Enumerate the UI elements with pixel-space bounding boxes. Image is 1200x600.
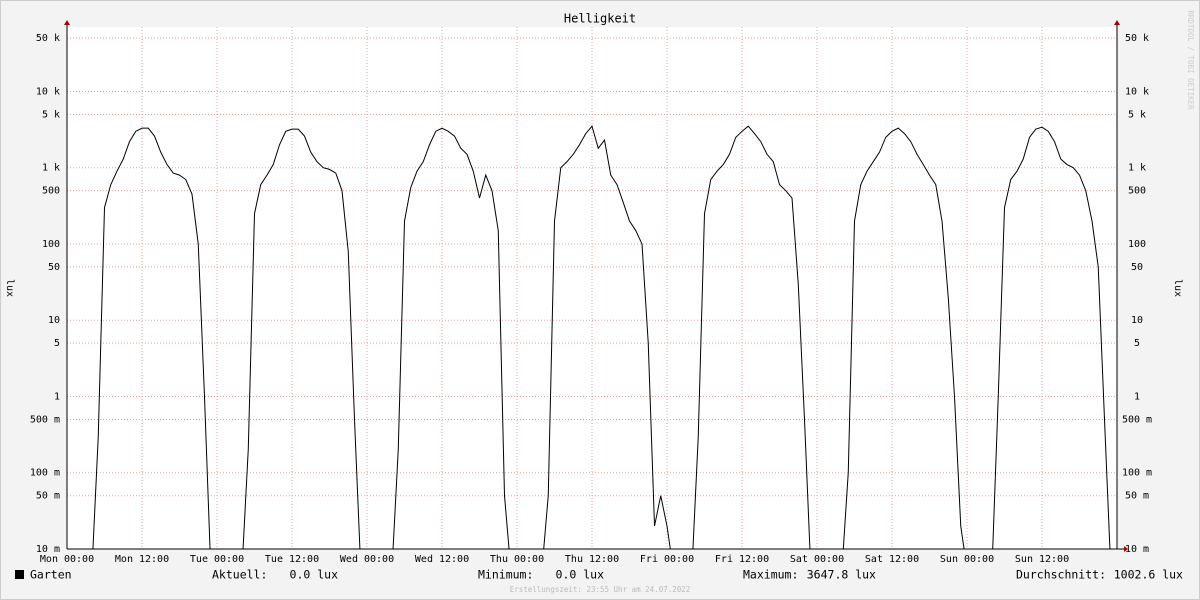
axes bbox=[64, 20, 1128, 552]
x-tick-label: Tue 12:00 bbox=[265, 554, 319, 565]
legend: Garten Aktuell: 0.0 lux Minimum: 0.0 lux Maxi… bbox=[15, 568, 1183, 582]
y2-tick-label: 5 bbox=[1134, 338, 1140, 349]
arrow bbox=[1124, 546, 1128, 552]
arrow bbox=[64, 20, 70, 25]
y2-tick-label: 500 m bbox=[1122, 414, 1152, 425]
x-tick-label: Thu 00:00 bbox=[490, 554, 544, 565]
chart-title: Helligkeit bbox=[564, 12, 636, 26]
x-tick-label: Tue 00:00 bbox=[190, 554, 244, 565]
stat-label: Aktuell: bbox=[212, 568, 267, 582]
y2-axis-label: lux bbox=[1172, 279, 1183, 297]
stat-value: 0.0 lux bbox=[556, 568, 605, 582]
x-tick-label: Mon 00:00 bbox=[40, 554, 94, 565]
y2-tick-label: 5 k bbox=[1128, 109, 1146, 120]
y-tick-label: 500 bbox=[42, 186, 60, 197]
y2-tick-label: 10 k bbox=[1125, 86, 1149, 97]
y-tick-label: 5 bbox=[54, 338, 60, 349]
x-tick-label: Wed 12:00 bbox=[415, 554, 469, 565]
y2-tick-label: 100 bbox=[1128, 239, 1146, 250]
x-tick-label: Mon 12:00 bbox=[115, 554, 169, 565]
x-tick-label: Fri 12:00 bbox=[715, 554, 769, 565]
y2-tick-label: 10 m bbox=[1125, 544, 1149, 555]
y-tick-label: 5 k bbox=[42, 109, 60, 120]
legend-swatch bbox=[15, 570, 24, 579]
y-tick-label: 10 m bbox=[36, 544, 60, 555]
watermark: RRDTOOL / TOBI OETIKER bbox=[1186, 10, 1195, 110]
y2-tick-label: 50 k bbox=[1125, 33, 1149, 44]
y2-tick-label: 50 bbox=[1131, 262, 1143, 273]
x-tick-label: Sat 12:00 bbox=[865, 554, 919, 565]
x-tick-label: Sat 00:00 bbox=[790, 554, 844, 565]
y-tick-label: 100 bbox=[42, 239, 60, 250]
stat-value: 3647.8 lux bbox=[807, 568, 876, 582]
arrow bbox=[1114, 20, 1120, 25]
grid: 10 m 10 m 50 m 50 m 100 m 100 m 500 m 500 m 1 1 5 5… bbox=[30, 27, 1152, 565]
stat-value: 0.0 lux bbox=[290, 568, 339, 582]
stat-label: Minimum: bbox=[478, 568, 533, 582]
y2-tick-label: 100 m bbox=[1122, 468, 1152, 479]
y-tick-label: 50 m bbox=[36, 491, 60, 502]
y-tick-label: 10 bbox=[48, 315, 60, 326]
legend-label: Garten bbox=[30, 568, 72, 582]
x-tick-label: Thu 12:00 bbox=[565, 554, 619, 565]
y-tick-label: 1 bbox=[54, 391, 60, 402]
y2-tick-label: 10 bbox=[1131, 315, 1143, 326]
y-tick-label: 100 m bbox=[30, 468, 60, 479]
stat-label: Maximum: bbox=[743, 568, 798, 582]
y2-tick-label: 500 bbox=[1128, 186, 1146, 197]
stat-label: Durchschnitt: bbox=[1016, 568, 1106, 582]
x-tick-label: Sun 00:00 bbox=[940, 554, 994, 565]
y-axis-label: lux bbox=[4, 279, 15, 297]
x-tick-label: Fri 00:00 bbox=[640, 554, 694, 565]
stat-value: 1002.6 lux bbox=[1114, 568, 1183, 582]
y2-tick-label: 1 bbox=[1134, 391, 1140, 402]
x-tick-label: Wed 00:00 bbox=[340, 554, 394, 565]
x-tick-label: Sun 12:00 bbox=[1015, 554, 1069, 565]
y2-tick-label: 1 k bbox=[1128, 163, 1146, 174]
y-tick-label: 500 m bbox=[30, 414, 60, 425]
y2-tick-label: 50 m bbox=[1125, 491, 1149, 502]
y-tick-label: 50 k bbox=[36, 33, 60, 44]
data-line bbox=[92, 125, 1111, 549]
plot bbox=[92, 125, 1111, 549]
y-tick-label: 1 k bbox=[42, 163, 60, 174]
y-tick-label: 50 bbox=[48, 262, 60, 273]
y-tick-label: 10 k bbox=[36, 86, 60, 97]
footer: Erstellungszeit: 23:55 Uhr am 24.07.2022 bbox=[510, 585, 691, 594]
